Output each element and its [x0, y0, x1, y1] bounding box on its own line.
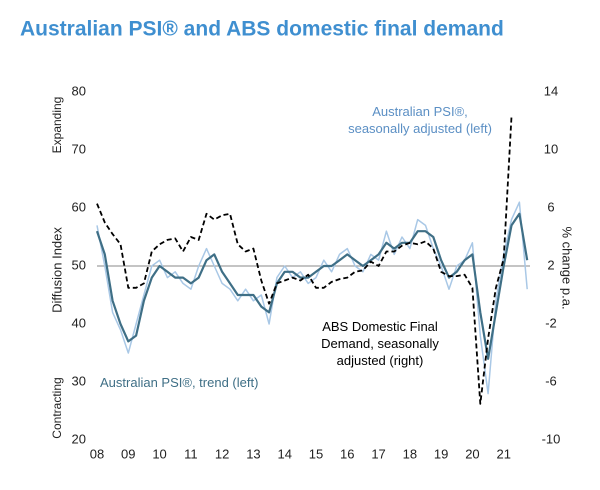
x-tick-label: 10 [152, 446, 166, 461]
chart-title: Australian PSI® and ABS domestic final d… [20, 18, 504, 41]
x-tick-label: 09 [121, 446, 135, 461]
series-label: Australian PSI®, seasonally adjusted (le… [348, 104, 492, 136]
y2-axis-label: % change p.a. [560, 226, 575, 309]
series-label: ABS Domestic Final Demand, seasonally ad… [321, 319, 439, 368]
x-tick-label: 17 [371, 446, 385, 461]
y-axis-label: Diffusion Index [49, 227, 64, 313]
series-line [96, 116, 513, 405]
y-tick-label: 70 [72, 141, 86, 156]
y2-tick-label: -6 [545, 373, 557, 388]
y-tick-label: 40 [72, 315, 86, 330]
x-tick-label: 18 [403, 446, 417, 461]
x-tick-label: 12 [215, 446, 229, 461]
x-tick-label: 15 [309, 446, 323, 461]
x-tick-label: 11 [184, 446, 198, 461]
series-label: Australian PSI®, trend (left) [100, 375, 259, 390]
y2-tick-label: 14 [544, 83, 558, 98]
y-tick-label: 50 [72, 257, 86, 272]
y-tick-label: 60 [72, 199, 86, 214]
y2-tick-label: 2 [547, 257, 554, 272]
x-tick-label: 13 [246, 446, 260, 461]
x-tick-label: 14 [277, 446, 291, 461]
y2-tick-label: -10 [542, 431, 561, 446]
x-tick-label: 21 [496, 446, 510, 461]
y2-tick-label: 10 [544, 141, 558, 156]
x-tick-label: 08 [90, 446, 104, 461]
y2-tick-label: -2 [545, 315, 557, 330]
annotation: Contracting [50, 377, 64, 438]
x-tick-label: 19 [434, 446, 448, 461]
annotation: Expanding [50, 97, 64, 154]
y-tick-label: 80 [72, 83, 86, 98]
x-tick-label: 20 [465, 446, 479, 461]
y-tick-label: 30 [72, 373, 86, 388]
x-tick-label: 16 [340, 446, 354, 461]
series-line [95, 212, 529, 360]
y2-tick-label: 6 [547, 199, 554, 214]
y-tick-label: 20 [72, 431, 86, 446]
